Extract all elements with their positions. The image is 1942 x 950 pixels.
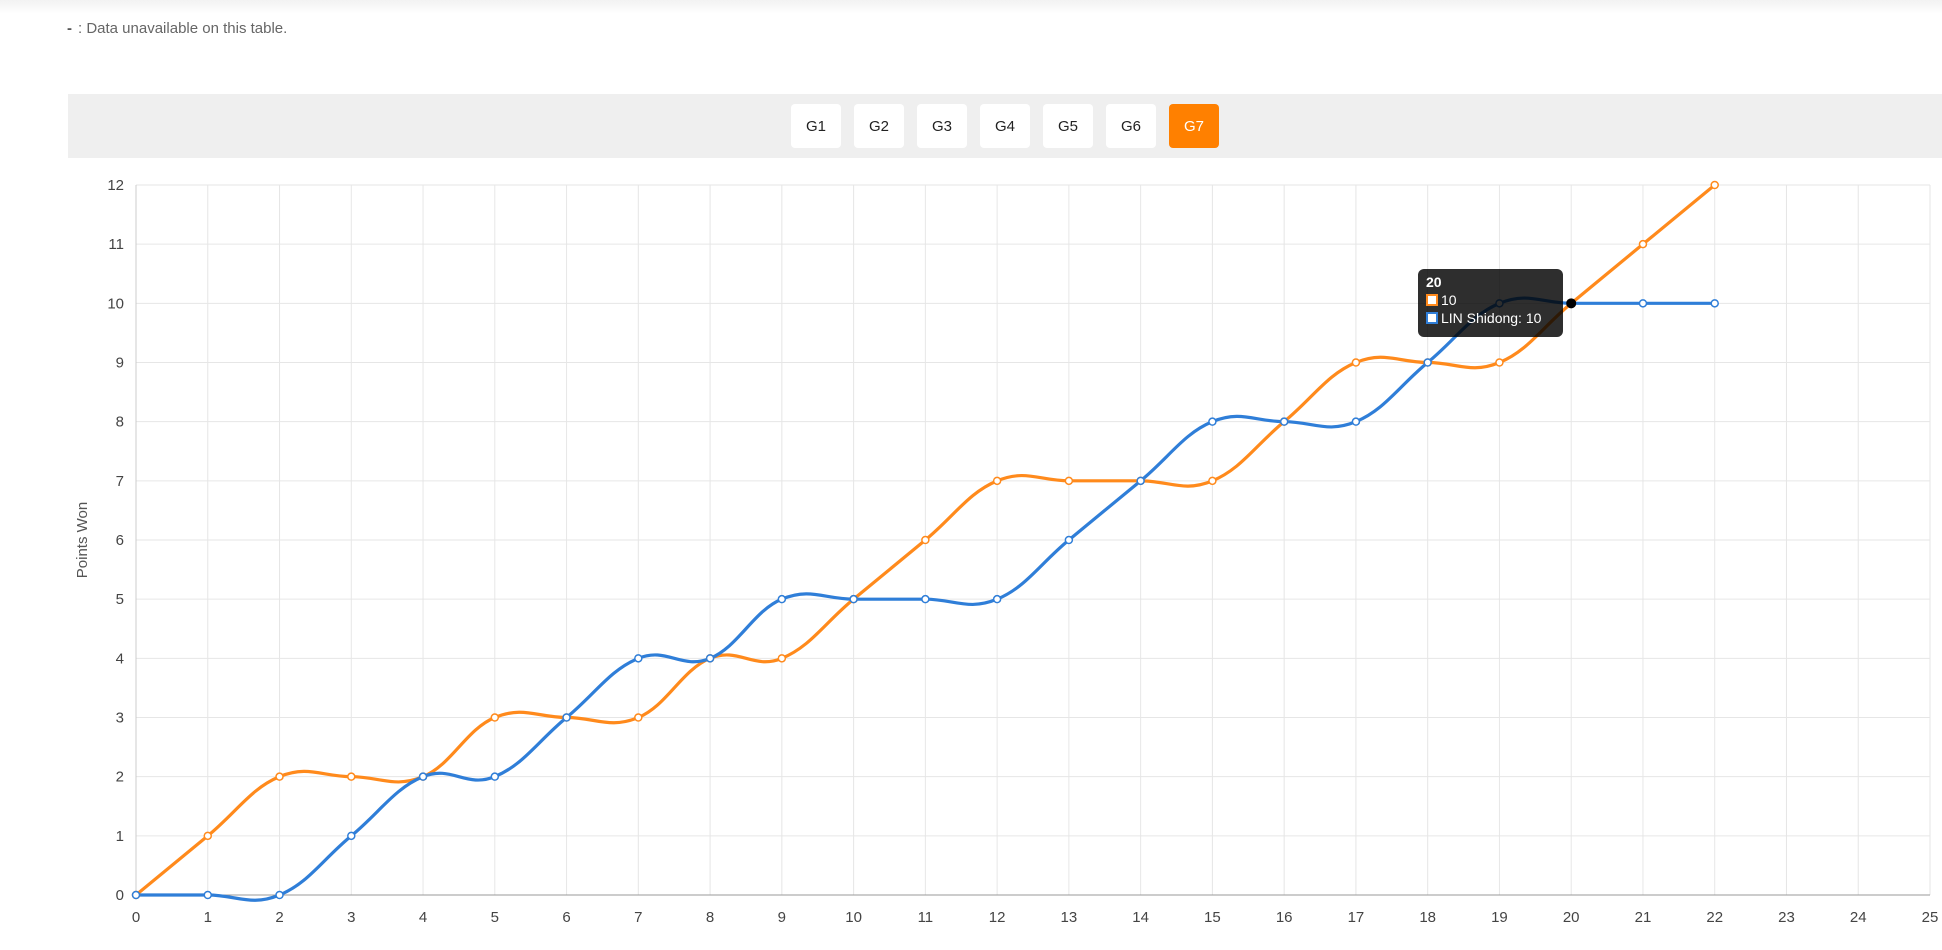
series-1-point bbox=[1710, 180, 1719, 190]
note-text: : Data unavailable on this table. bbox=[78, 20, 288, 37]
game-button-g7[interactable]: G7 bbox=[1169, 104, 1219, 148]
series-1-point bbox=[1208, 476, 1217, 486]
x-tick-label: 11 bbox=[918, 909, 934, 926]
y-tick-label: 2 bbox=[116, 769, 124, 786]
x-tick-label: 3 bbox=[347, 909, 355, 926]
series-line-1 bbox=[134, 183, 1716, 897]
x-tick-label: 14 bbox=[1132, 909, 1149, 926]
x-tick-label: 4 bbox=[419, 909, 427, 926]
series-2-point bbox=[1279, 417, 1289, 426]
x-tick-label: 0 bbox=[132, 909, 140, 926]
y-tick-label: 4 bbox=[116, 650, 124, 667]
series-1-point bbox=[203, 831, 213, 841]
series-2-point bbox=[992, 594, 1002, 604]
x-tick-label: 5 bbox=[491, 909, 499, 926]
x-tick-label: 9 bbox=[778, 909, 786, 926]
x-tick-label: 23 bbox=[1778, 909, 1795, 926]
x-tick-label: 12 bbox=[989, 909, 1006, 926]
x-tick-label: 10 bbox=[845, 909, 862, 926]
y-tick-label: 12 bbox=[107, 177, 124, 194]
game-button-g1[interactable]: G1 bbox=[791, 104, 841, 148]
y-tick-label: 7 bbox=[116, 473, 124, 490]
tooltip-title: 20 bbox=[1426, 274, 1442, 290]
dash-marker: - bbox=[67, 20, 72, 37]
series-2-point bbox=[921, 594, 930, 604]
series-1-point bbox=[1638, 239, 1648, 249]
series-2-point bbox=[418, 772, 428, 781]
series-1-point bbox=[1495, 358, 1504, 367]
tooltip-row-series-1: 10 bbox=[1426, 291, 1555, 309]
game-selector: G1 G2 G3 G4 G5 G6 G7 bbox=[68, 94, 1942, 158]
game-button-g4[interactable]: G4 bbox=[980, 104, 1030, 148]
series-2-point bbox=[777, 594, 787, 604]
series-line-2 bbox=[136, 296, 1715, 902]
x-tick-label: 18 bbox=[1419, 909, 1436, 926]
series-1-point bbox=[275, 772, 284, 781]
tooltip-row-label: 10 bbox=[1441, 292, 1457, 308]
x-tick-label: 17 bbox=[1348, 909, 1365, 926]
series-2-point bbox=[347, 831, 356, 841]
top-shadow bbox=[0, 0, 1942, 14]
series-1-point bbox=[1351, 358, 1361, 367]
series-2-point bbox=[1136, 476, 1145, 486]
series-1-point bbox=[634, 713, 643, 722]
y-tick-label: 9 bbox=[116, 355, 124, 372]
x-tick-label: 24 bbox=[1850, 909, 1867, 926]
series-2-point bbox=[1351, 417, 1361, 426]
series-2-point bbox=[1064, 535, 1074, 545]
x-tick-label: 19 bbox=[1491, 909, 1508, 926]
series-2-point bbox=[705, 654, 715, 663]
data-unavailable-note: -: Data unavailable on this table. bbox=[67, 20, 287, 37]
x-tick-label: 7 bbox=[634, 909, 642, 926]
series-2-point bbox=[131, 890, 141, 900]
y-tick-label: 10 bbox=[107, 295, 124, 312]
x-tick-label: 16 bbox=[1276, 909, 1293, 926]
x-tick-label: 25 bbox=[1922, 909, 1939, 926]
tooltip-row-label: LIN Shidong: 10 bbox=[1441, 310, 1542, 326]
series-2-point bbox=[1423, 358, 1432, 367]
series-1-swatch bbox=[1426, 294, 1438, 306]
series-1-point bbox=[490, 713, 500, 722]
x-tick-label: 20 bbox=[1563, 909, 1580, 926]
series-2-point bbox=[1208, 417, 1217, 426]
y-tick-label: 5 bbox=[116, 591, 124, 608]
x-tick-label: 22 bbox=[1706, 909, 1723, 926]
chart-tooltip: 20 10 LIN Shidong: 10 bbox=[1418, 269, 1563, 337]
game-button-g5[interactable]: G5 bbox=[1043, 104, 1093, 148]
series-1-point bbox=[1064, 476, 1074, 486]
tooltip-row-series-2: LIN Shidong: 10 bbox=[1426, 309, 1555, 327]
series-2-point bbox=[1638, 299, 1648, 308]
x-tick-label: 8 bbox=[706, 909, 714, 926]
series-1-point bbox=[921, 535, 930, 545]
series-1-point bbox=[777, 654, 787, 663]
game-button-g2[interactable]: G2 bbox=[854, 104, 904, 148]
y-tick-label: 3 bbox=[116, 710, 124, 727]
y-tick-label: 8 bbox=[116, 414, 124, 431]
series-2-point bbox=[1710, 299, 1719, 308]
highlight-point bbox=[1566, 298, 1577, 309]
y-tick-label: 6 bbox=[116, 532, 124, 549]
series-2-swatch bbox=[1426, 312, 1438, 324]
series-2-point bbox=[275, 890, 284, 900]
series-2-point bbox=[562, 713, 571, 722]
x-tick-label: 1 bbox=[204, 909, 212, 926]
series-2-point bbox=[490, 772, 500, 781]
y-axis-label: Points Won bbox=[74, 502, 91, 578]
x-tick-label: 15 bbox=[1204, 909, 1221, 926]
x-tick-label: 2 bbox=[275, 909, 283, 926]
points-won-chart: 0 1 2 3 4 5 6 7 8 9 10 11 12 13 14 15 16 17 18 19 20 21 22 23 24… bbox=[74, 177, 1939, 926]
series-2-point bbox=[203, 890, 213, 900]
x-tick-label: 21 bbox=[1635, 909, 1652, 926]
series-1-point bbox=[992, 476, 1002, 486]
series-2-point bbox=[634, 654, 643, 663]
y-tick-label: 1 bbox=[116, 828, 124, 845]
x-tick-label: 6 bbox=[562, 909, 570, 926]
y-tick-label: 0 bbox=[116, 887, 124, 904]
x-tick-label: 13 bbox=[1061, 909, 1078, 926]
game-button-g6[interactable]: G6 bbox=[1106, 104, 1156, 148]
series-2-point bbox=[849, 594, 858, 604]
y-tick-label: 11 bbox=[108, 236, 124, 253]
series-1-point bbox=[347, 772, 356, 781]
game-button-g3[interactable]: G3 bbox=[917, 104, 967, 148]
